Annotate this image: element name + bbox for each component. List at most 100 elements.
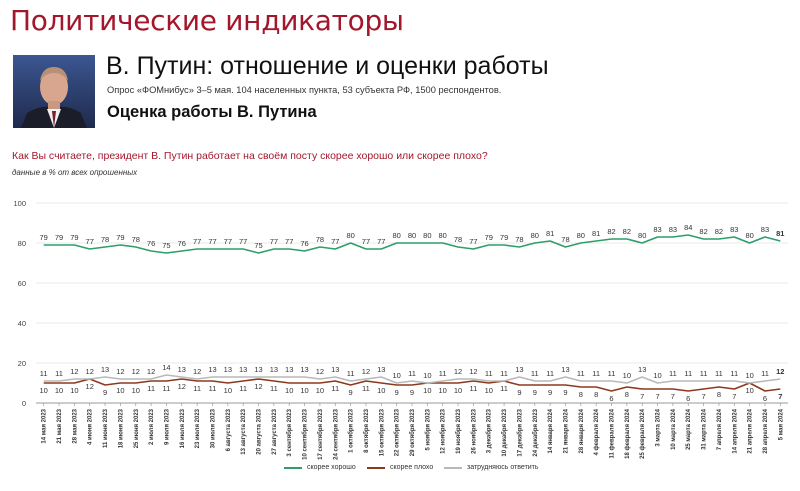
x-tick-label: 8 октября 2023: [363, 408, 370, 453]
data-label: 76: [147, 239, 155, 248]
x-tick-label: 17 декабря 2023: [516, 408, 523, 456]
legend-item-hard: затрудняюсь ответить: [444, 464, 539, 471]
data-label: 83: [730, 225, 738, 234]
data-label: 7: [640, 392, 644, 401]
data-label: 13: [377, 365, 385, 374]
x-tick-label: 20 августа 2023: [257, 408, 263, 454]
data-label: 11: [669, 369, 677, 378]
data-label: 10: [745, 371, 753, 380]
data-label: 11: [362, 384, 370, 393]
x-tick-label: 5 мая 2024: [778, 408, 784, 440]
data-label: 9: [533, 388, 537, 397]
data-label: 78: [515, 235, 523, 244]
x-tick-label: 5 ноября 2023: [424, 408, 431, 450]
data-label: 11: [546, 369, 554, 378]
data-label: 81: [592, 229, 600, 238]
data-label: 76: [178, 239, 186, 248]
data-label: 10: [55, 386, 63, 395]
survey-question: Как Вы считаете, президент В. Путин рабо…: [12, 150, 488, 162]
line-chart: 0 20 40 60 80 100 14 мая 2023 21 мая 2023 28 мая…: [13, 199, 788, 460]
data-label: 82: [699, 227, 707, 236]
x-tick-label: 15 октября 2023: [378, 408, 385, 456]
x-tick-label: 3 марта 2024: [656, 408, 662, 446]
data-label: 81: [776, 229, 784, 238]
data-label: 83: [669, 225, 677, 234]
data-label: 78: [132, 235, 140, 244]
data-label: 11: [608, 369, 616, 378]
data-label: 13: [224, 365, 232, 374]
data-label: 14: [162, 363, 170, 372]
data-label: 10: [439, 386, 447, 395]
x-tick-label: 22 октября 2023: [394, 408, 401, 456]
data-label: 82: [715, 227, 723, 236]
data-label: 79: [485, 233, 493, 242]
y-tick-label: 100: [13, 199, 26, 208]
y-tick-label: 60: [18, 279, 26, 288]
data-label: 13: [270, 365, 278, 374]
data-label: 13: [285, 365, 293, 374]
x-tick-label: 7 апреля 2024: [717, 408, 723, 450]
x-tick-label: 21 апреля 2024: [748, 408, 754, 453]
data-label: 13: [101, 365, 109, 374]
header-title: Политические индикаторы: [10, 4, 404, 37]
data-label: 11: [531, 369, 539, 378]
data-label: 11: [500, 369, 508, 378]
chart-legend: скорее хорошо скорее плохо затрудняюсь о…: [0, 464, 800, 478]
series-line-2: [43, 378, 781, 392]
legend-item-bad: скорее плохо: [367, 464, 433, 471]
x-tick-label: 10 сентября 2023: [302, 408, 309, 460]
x-tick-label: 9 июля 2023: [164, 408, 170, 445]
data-label: 80: [392, 231, 400, 240]
x-tick-label: 28 мая 2023: [72, 408, 78, 443]
data-label: 9: [548, 388, 552, 397]
data-label: 76: [300, 239, 308, 248]
x-tick-label: 10 декабря 2023: [501, 408, 508, 456]
data-label: 11: [347, 369, 355, 378]
x-tick-label: 10 марта 2024: [671, 408, 677, 450]
legend-swatch-bad: [367, 466, 385, 469]
x-tick-label: 18 февраля 2024: [624, 408, 631, 459]
legend-label-good: скорее хорошо: [307, 464, 356, 471]
data-label: 11: [331, 384, 339, 393]
data-label: 10: [132, 386, 140, 395]
data-label: 83: [653, 225, 661, 234]
data-label: 10: [653, 371, 661, 380]
data-label: 10: [623, 371, 631, 380]
data-label: 12: [86, 367, 94, 376]
data-label: 13: [300, 365, 308, 374]
main-title: В. Путин: отношение и оценки работы: [106, 52, 549, 80]
x-tick-label: 24 сентября 2023: [332, 408, 339, 460]
x-tick-label: 19 ноября 2023: [455, 408, 462, 454]
data-label: 10: [316, 386, 324, 395]
data-label: 11: [700, 369, 708, 378]
data-label: 12: [362, 367, 370, 376]
legend-label-bad: скорее плохо: [390, 464, 434, 471]
y-tick-label: 80: [18, 239, 26, 248]
data-label: 12: [86, 382, 94, 391]
data-label: 11: [684, 369, 692, 378]
x-tick-label: 23 июля 2023: [195, 408, 201, 448]
data-label: 11: [439, 369, 447, 378]
data-label: 10: [423, 371, 431, 380]
x-tick-label: 13 августа 2023: [241, 408, 247, 454]
data-label: 77: [86, 237, 94, 246]
data-label: 13: [331, 365, 339, 374]
data-label: 9: [517, 388, 521, 397]
data-label: 13: [638, 365, 646, 374]
data-label: 11: [147, 384, 155, 393]
data-label: 13: [254, 365, 262, 374]
data-label: 77: [270, 237, 278, 246]
data-label: 10: [392, 371, 400, 380]
data-label: 6: [763, 394, 767, 403]
data-label: 80: [346, 231, 354, 240]
x-tick-label: 12 ноября 2023: [440, 408, 447, 454]
legend-item-good: скорее хорошо: [284, 464, 356, 471]
data-label: 13: [208, 365, 216, 374]
data-label: 12: [70, 367, 78, 376]
x-tick-label: 14 января 2024: [548, 408, 554, 453]
data-label: 82: [607, 227, 615, 236]
series-line-1: [43, 234, 781, 254]
data-label: 9: [395, 388, 399, 397]
data-label: 77: [224, 237, 232, 246]
data-label: 12: [193, 367, 201, 376]
